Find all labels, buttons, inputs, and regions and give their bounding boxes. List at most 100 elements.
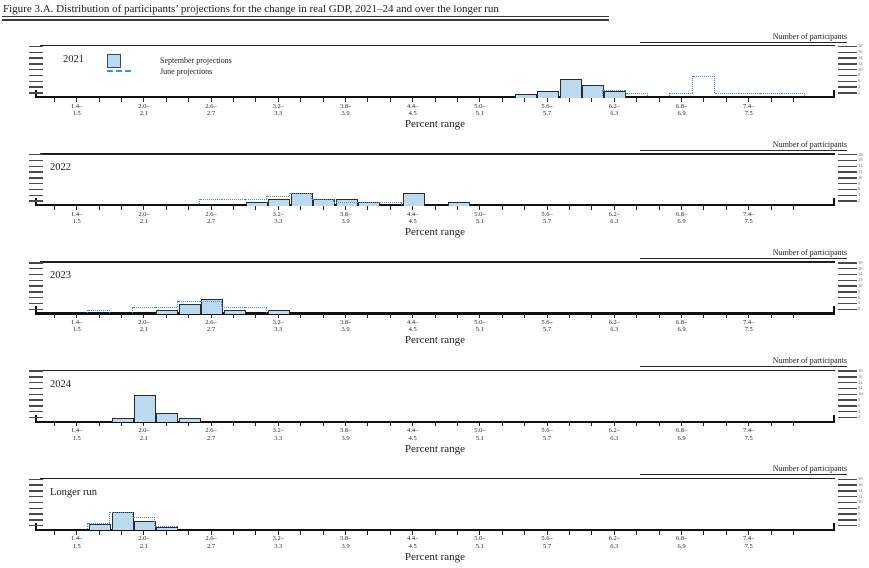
x-tick-label-line2: 6.3 xyxy=(610,434,619,442)
bar-2.4-2.5 xyxy=(178,304,201,314)
x-axis-tick xyxy=(613,206,615,210)
x-axis-tick xyxy=(389,206,391,210)
y-axis-tick-left xyxy=(29,74,43,77)
x-axis-tick xyxy=(389,530,391,535)
x-tick-label: 3.8– 3.9 xyxy=(330,427,362,442)
y-tick-label: 6 xyxy=(858,78,861,84)
y-axis-tick-right xyxy=(837,519,857,521)
x-axis-tick xyxy=(300,206,302,210)
y-tick-label: 4 xyxy=(858,192,861,198)
x-tick-label-line2: 2.1 xyxy=(139,542,148,550)
x-axis-tick xyxy=(546,530,548,535)
bar-5.6-5.7 xyxy=(537,90,560,98)
x-tick-label: 2.6– 2.7 xyxy=(195,211,227,226)
x-axis-tick xyxy=(501,98,503,102)
x-tick-label-line2: 1.5 xyxy=(72,434,81,442)
x-tick-label: 6.8– 6.9 xyxy=(666,103,698,118)
x-axis-tick xyxy=(501,314,503,319)
x-axis-tick xyxy=(613,314,615,319)
y-tick-label: 16 xyxy=(858,482,863,487)
x-tick-label-line2: 1.5 xyxy=(72,109,81,117)
x-axis-tick xyxy=(524,98,526,102)
x-axis-tick xyxy=(636,422,638,427)
june-projection-step xyxy=(669,93,671,97)
june-projection-step xyxy=(154,517,156,527)
x-axis-tick xyxy=(322,422,324,427)
x-tick-label: 2.6– 2.7 xyxy=(195,427,227,442)
x-axis-tick xyxy=(233,530,235,535)
x-axis-tick xyxy=(322,206,324,210)
x-tick-label: 4.4– 4.5 xyxy=(397,427,429,442)
x-tick-label: 3.2– 3.3 xyxy=(262,535,294,550)
x-tick-label-line2: 5.1 xyxy=(475,542,484,550)
y-tick-label: 12 xyxy=(858,385,863,391)
x-tick-label: 7.4– 7.5 xyxy=(733,427,765,442)
june-projection-line xyxy=(692,75,716,77)
x-tick-label-line2: 6.3 xyxy=(610,326,619,334)
june-projection-step xyxy=(333,198,335,202)
x-axis-tick xyxy=(703,422,705,427)
x-axis-tick xyxy=(591,422,593,427)
y-axis-tick-left xyxy=(29,86,43,88)
x-axis-tick xyxy=(165,422,167,427)
x-tick-label-line2: 7.5 xyxy=(744,542,753,550)
x-tick-label: 2.0– 2.1 xyxy=(128,103,160,118)
x-tick-label-line2: 6.9 xyxy=(677,542,686,550)
bar-6.2-6.3 xyxy=(604,90,627,98)
x-axis-tick xyxy=(681,422,683,427)
x-axis-tick xyxy=(412,314,414,319)
x-axis-tick xyxy=(725,206,727,210)
x-axis-tick xyxy=(479,98,481,102)
june-projection-step xyxy=(87,523,88,529)
x-axis-tick xyxy=(300,422,302,427)
y-tick-label: 8 xyxy=(858,288,861,294)
x-axis-tick xyxy=(322,530,324,535)
june-projection-line xyxy=(356,201,380,203)
x-axis-tick xyxy=(188,98,190,102)
june-projection-step xyxy=(624,90,626,94)
x-tick-label: 2.0– 2.1 xyxy=(128,211,160,226)
june-projection-line xyxy=(155,306,178,308)
y-axis-tick-right xyxy=(837,177,857,179)
y-axis-tick-left xyxy=(29,399,43,401)
x-tick-label-line2: 3.9 xyxy=(341,542,350,550)
x-axis-tick xyxy=(681,206,683,210)
x-tick-label-line2: 3.9 xyxy=(341,218,350,226)
y-axis-tick-left xyxy=(29,63,43,65)
bar-3.6-3.7 xyxy=(313,199,336,206)
june-projection-step xyxy=(400,201,402,205)
y-tick-label: 14 xyxy=(858,163,863,169)
y-axis-tick-left xyxy=(29,519,43,521)
y-tick-label: 16 xyxy=(858,373,863,379)
panel-top-frame xyxy=(40,261,835,263)
x-axis-tick xyxy=(613,422,615,427)
x-tick-label-line2: 5.1 xyxy=(475,326,484,334)
y-axis-tick-right xyxy=(837,154,857,156)
y-tick-label: 16 xyxy=(858,265,863,271)
y-axis-tick-right xyxy=(837,194,857,196)
june-projection-line xyxy=(603,90,626,92)
y-tick-label: 18 xyxy=(858,43,863,49)
x-axis-tick xyxy=(748,314,750,319)
x-axis-tick xyxy=(300,530,302,535)
x-axis-tick xyxy=(658,206,660,210)
x-tick-label: 6.2– 6.3 xyxy=(598,319,630,334)
june-projection-line xyxy=(155,526,178,528)
bar-2.2-2.3 xyxy=(156,412,179,423)
x-tick-label-line2: 1.5 xyxy=(72,326,81,334)
june-projection-step xyxy=(266,195,268,199)
y-tick-label: 6 xyxy=(858,402,861,408)
y-axis-tick-left xyxy=(29,92,43,94)
june-projection-line xyxy=(199,198,223,200)
x-axis-tick xyxy=(188,206,190,210)
y-axis-tick-right xyxy=(837,370,857,372)
x-axis-tick xyxy=(277,530,279,535)
x-axis-tick xyxy=(546,422,548,427)
y-axis-tick-right xyxy=(837,496,857,498)
bar-5.8-5.9 xyxy=(559,79,582,98)
y-tick-label: 2 xyxy=(858,89,861,95)
x-axis-tick xyxy=(681,530,683,535)
y-axis-tick-left xyxy=(29,279,43,281)
x-tick-label: 5.0– 5.1 xyxy=(464,103,496,118)
x-tick-label: 7.4– 7.5 xyxy=(733,103,765,118)
